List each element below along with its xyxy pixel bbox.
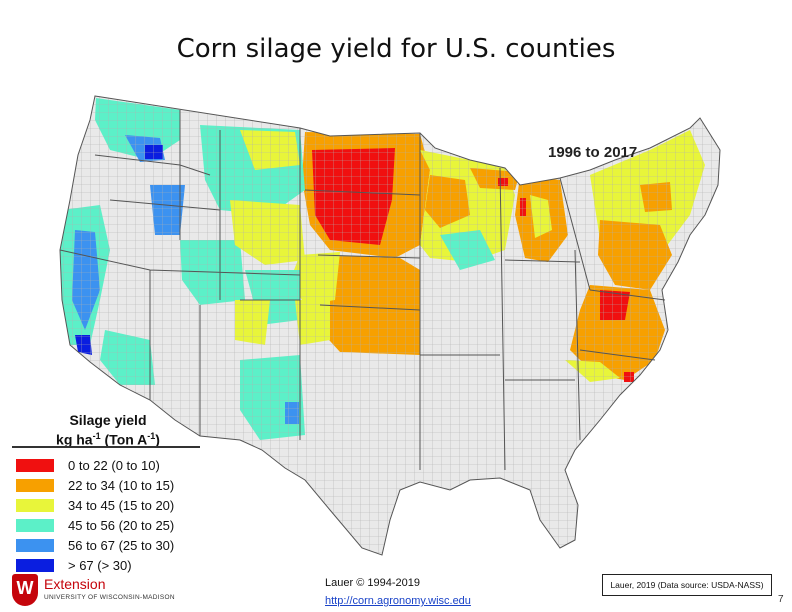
legend-item: 34 to 45 (15 to 20) <box>16 497 175 513</box>
page-number: 7 <box>778 594 784 605</box>
legend-title: Silage yield kg ha-1 (Ton A-1) <box>52 412 164 448</box>
legend-swatch <box>16 518 54 532</box>
slide-title: Corn silage yield for U.S. counties <box>176 34 616 64</box>
legend-label: 34 to 45 (15 to 20) <box>68 497 175 513</box>
legend-swatch <box>16 498 54 512</box>
legend-label: 0 to 22 (0 to 10) <box>68 457 160 473</box>
legend-item: 22 to 34 (10 to 15) <box>16 477 175 493</box>
state-boundaries <box>59 95 721 556</box>
legend-label: 56 to 67 (25 to 30) <box>68 537 175 553</box>
legend-title-line1: Silage yield <box>69 412 147 428</box>
legend-swatch <box>16 458 54 472</box>
legend-label: > 67 (> 30) <box>68 557 132 573</box>
legend-item: 56 to 67 (25 to 30) <box>16 537 175 553</box>
legend-item: 0 to 22 (0 to 10) <box>16 457 160 473</box>
website-link[interactable]: http://corn.agronomy.wisc.edu <box>325 595 471 607</box>
legend-item: 45 to 56 (20 to 25) <box>16 517 175 533</box>
data-source-box: Lauer, 2019 (Data source: USDA-NASS) <box>602 574 772 596</box>
period-label: 1996 to 2017 <box>548 144 638 161</box>
extension-wordmark: Extension <box>44 576 106 592</box>
uw-shield-icon: W <box>12 574 38 606</box>
data-source-text: Lauer, 2019 (Data source: USDA-NASS) <box>610 580 764 590</box>
university-wordmark: UNIVERSITY OF WISCONSIN-MADISON <box>44 594 175 601</box>
extension-logo: W Extension UNIVERSITY OF WISCONSIN-MADI… <box>12 574 182 608</box>
legend-item: > 67 (> 30) <box>16 557 132 573</box>
legend-label: 22 to 34 (10 to 15) <box>68 477 175 493</box>
legend-swatch <box>16 478 54 492</box>
legend-divider <box>12 446 200 448</box>
legend-title-line2: kg ha-1 (Ton A-1) <box>56 431 160 448</box>
credit-text: Lauer © 1994-2019 <box>325 577 420 589</box>
legend-swatch <box>16 538 54 552</box>
credit-block: Lauer © 1994-2019 http://corn.agronomy.w… <box>325 574 471 610</box>
legend-label: 45 to 56 (20 to 25) <box>68 517 175 533</box>
legend-swatch <box>16 558 54 572</box>
